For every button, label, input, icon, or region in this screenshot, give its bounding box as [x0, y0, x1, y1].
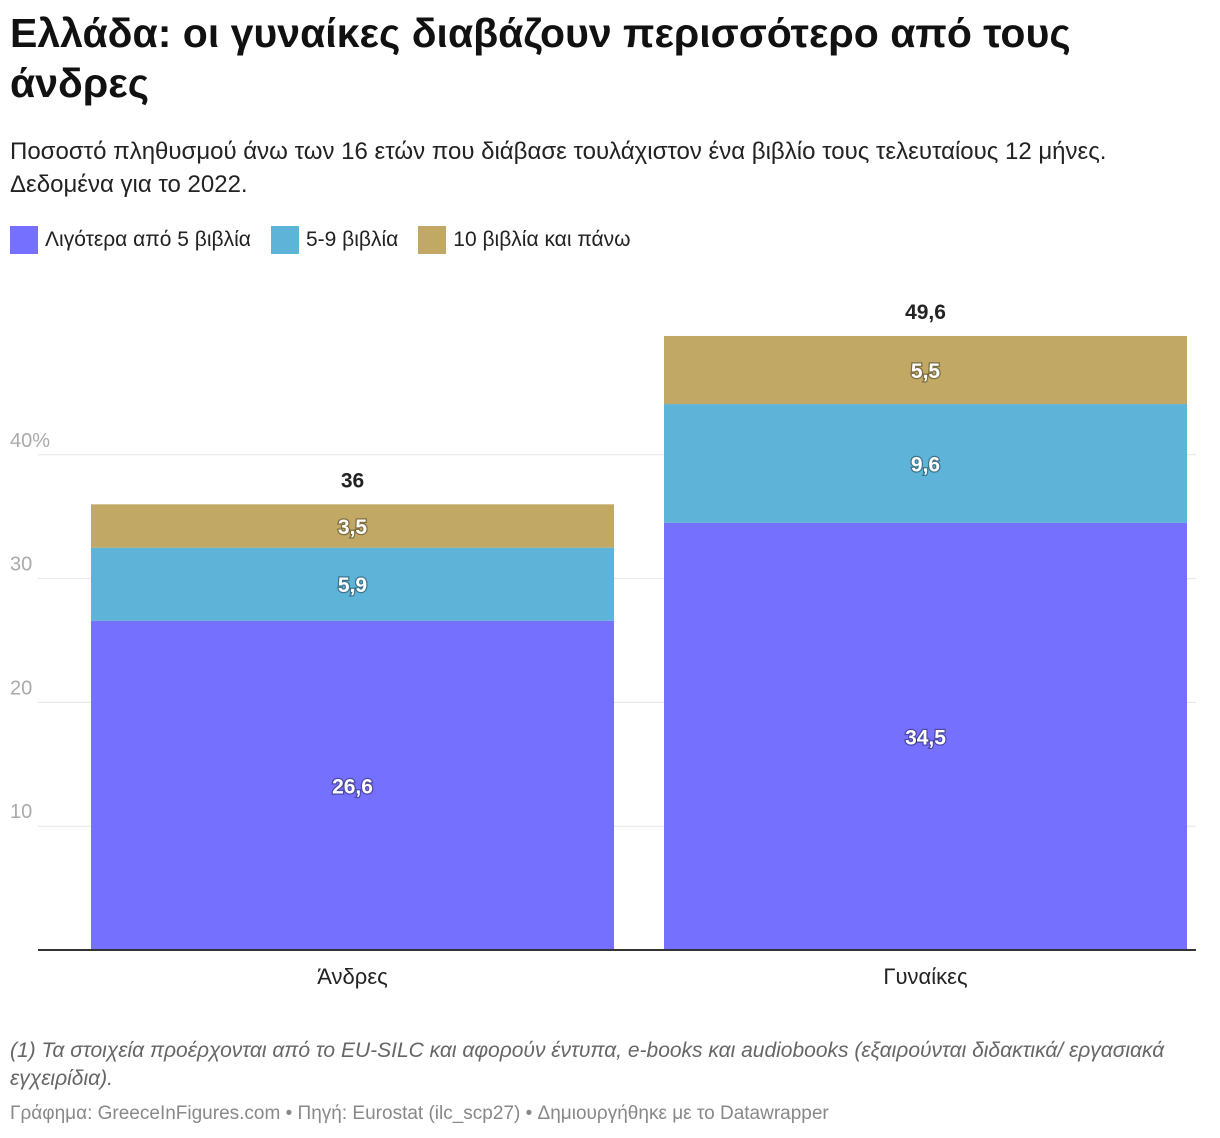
bar-segment-2-2 [664, 404, 1187, 523]
bar-segment-2-1 [664, 522, 1187, 950]
category-label-1: Άνδρες [317, 964, 387, 989]
legend-swatch-series-3 [418, 226, 447, 254]
y-tick-label-10: 10 [10, 801, 32, 823]
data-label-1-2: 5,9 [338, 574, 367, 597]
total-label-2: 49,6 [905, 301, 946, 324]
data-label-2-1: 34,5 [905, 726, 946, 749]
footnote: (1) Τα στοιχεία προέρχονται από το EU-SI… [10, 1039, 1165, 1090]
legend-label-series-3: 10 βιβλία και πάνω [453, 228, 631, 251]
bar-segment-2-3 [664, 335, 1187, 405]
bar-segment-1-3 [91, 504, 614, 548]
y-tick-label-30: 30 [10, 554, 32, 576]
credits: Γράφημα: GreeceInFigures.com • Πηγή: Eur… [10, 1103, 829, 1124]
data-label-1-1: 26,6 [332, 775, 373, 798]
chart-area: 10 20 30 40% 26,6 5,9 3,5 36 Άνδρες 34,5 9,6 5,5 49,… [0, 280, 1220, 1000]
total-label-1: 36 [341, 469, 364, 492]
legend-item-series-2: 5-9 βιβλία [270, 226, 399, 254]
legend-label-series-1: Λιγότερα από 5 βιβλία [45, 228, 251, 251]
category-label-2: Γυναίκες [883, 964, 967, 989]
legend-swatch-series-1 [10, 226, 38, 254]
legend-item-series-3: 10 βιβλία και πάνω [418, 226, 631, 254]
legend-swatch-series-2 [270, 226, 299, 254]
legend: Λιγότερα από 5 βιβλία 5-9 βιβλία 10 βιβλ… [10, 226, 651, 254]
legend-label-series-2: 5-9 βιβλία [305, 228, 399, 251]
y-tick-label-40: 40% [10, 430, 50, 452]
bar-segment-1-1 [91, 620, 614, 950]
data-label-1-3: 3,5 [338, 516, 368, 539]
legend-item-series-1: Λιγότερα από 5 βιβλία [10, 226, 251, 254]
data-label-2-3: 5,5 [911, 360, 941, 383]
y-tick-label-20: 20 [10, 677, 32, 699]
bar-segment-1-2 [91, 547, 614, 621]
chart-subtitle: Ποσοστό πληθυσμού άνω των 16 ετών που δι… [10, 138, 1107, 198]
stacked-bar-chart: 10 20 30 40% 26,6 5,9 3,5 36 Άνδρες 34,5 9,6 5,5 49,… [10, 301, 1196, 989]
chart-title: Ελλάδα: οι γυναίκες διαβάζουν περισσότερ… [10, 10, 1071, 106]
data-label-2-2: 9,6 [911, 453, 940, 476]
